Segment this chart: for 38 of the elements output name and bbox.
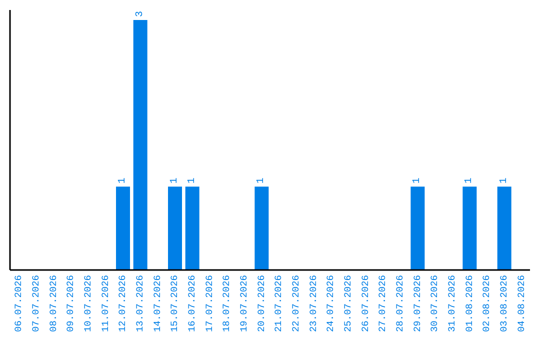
x-tick-label: 07.07.2026 [30,274,42,332]
x-tick-label: 25.07.2026 [342,274,354,332]
x-tick-label: 20.07.2026 [256,274,267,332]
data-label: 1 [498,178,510,184]
x-tick-label: 14.07.2026 [152,274,163,332]
x-tick-label: 24.07.2026 [325,274,336,332]
x-tick-label: 15.07.2026 [169,274,180,332]
x-tick-label: 10.07.2026 [82,274,94,332]
x-tick-label: 08.07.2026 [48,274,59,332]
x-tick-label: 12.07.2026 [117,274,128,332]
x-tick-label: 23.07.2026 [308,274,319,332]
x-tick-label: 02.08.2026 [481,274,492,332]
x-tick-label: 22.07.2026 [290,274,302,332]
x-tick-label: 18.07.2026 [221,274,232,332]
x-tick-label: 27.07.2026 [377,274,388,332]
x-tick-label: 16.07.2026 [186,274,198,332]
x-tick-label: 01.08.2026 [464,274,475,332]
x-tick-label: 17.07.2026 [204,274,215,332]
x-tick-label: 03.08.2026 [498,274,510,332]
data-label: 1 [170,178,180,184]
x-tick-label: 06.07.2026 [13,274,24,332]
x-tick-label: 28.07.2026 [394,274,406,332]
data-label: 1 [118,178,128,184]
x-tick-label: 26.07.2026 [360,274,371,332]
x-tick-label: 21.07.2026 [273,274,284,332]
x-tick-label: 31.07.2026 [446,274,458,332]
x-tick-label: 09.07.2026 [65,274,76,332]
data-label: 1 [412,178,424,184]
x-tick-label: 29.07.2026 [412,274,423,332]
data-label: 1 [186,178,198,184]
data-label: 1 [464,178,476,184]
x-tick-label: 04.08.2026 [516,274,527,332]
data-label: 3 [134,10,146,17]
x-tick-label: 11.07.2026 [100,274,111,332]
x-tick-label: 30.07.2026 [429,274,440,332]
x-tick-label: 19.07.2026 [238,274,250,332]
data-label: 1 [256,178,268,184]
x-tick-label: 13.07.2026 [134,274,146,332]
